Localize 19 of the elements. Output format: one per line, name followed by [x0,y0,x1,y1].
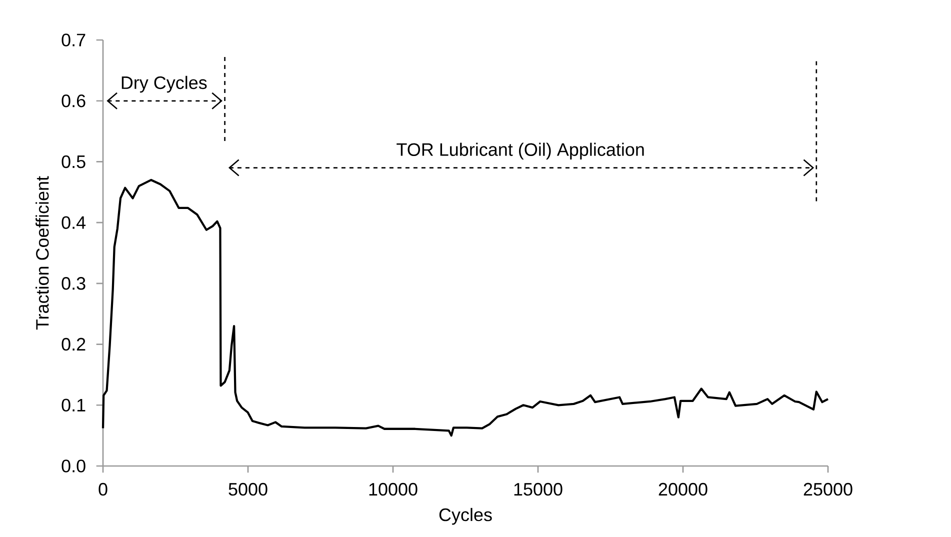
y-tick-label: 0.7 [62,34,86,46]
y-tick-label: 0.5 [62,155,86,168]
x-tick-label: 0 [98,482,108,496]
x-tick-label: 15000 [514,482,562,496]
x-tick-label: 5000 [228,482,268,496]
y-axis-title: Traction Coefficient [36,176,49,330]
x-tick-label: 20000 [658,482,708,496]
line-series [102,178,830,437]
y-tick-label: 0.0 [62,460,86,472]
x-axis-title: Cycles [439,508,492,525]
y-tick-label: 0.1 [62,398,86,412]
y-tick-label: 0.2 [62,338,86,351]
y-tick-label: 0.3 [62,277,86,290]
annotation: Dry Cycles [122,76,207,93]
x-tick-label: 10000 [369,482,418,496]
y-tick-label: 0.6 [62,94,86,108]
y-tick-label: 0.4 [62,216,86,229]
annotation: TOR Lubricant (Oil) Application [396,142,644,160]
x-tick-label: 25000 [804,482,852,496]
